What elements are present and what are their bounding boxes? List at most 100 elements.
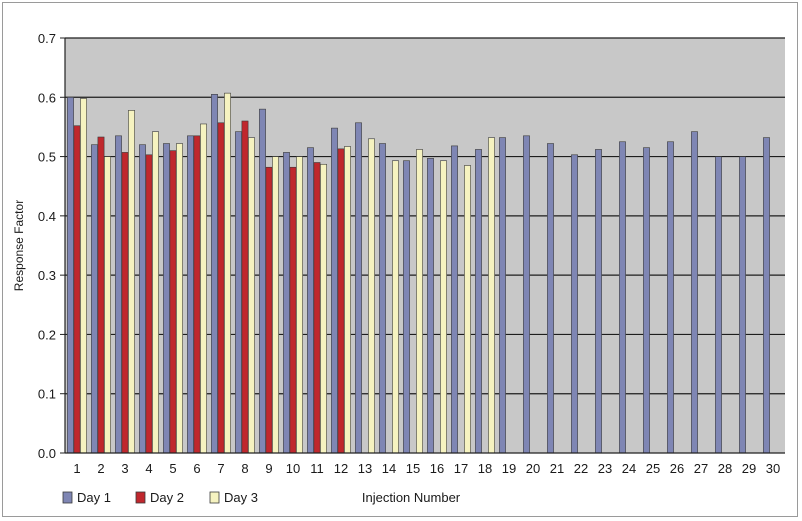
bar-day-2-11: [313, 162, 321, 454]
x-tick-label-19: 19: [502, 461, 516, 476]
x-tick-label-4: 4: [145, 461, 152, 476]
bar-day-3-11: [320, 163, 327, 454]
plot-area: [65, 38, 785, 453]
bar-day-2-8: [241, 120, 249, 454]
bar-day-1-29: [739, 156, 746, 454]
x-tick-label-26: 26: [670, 461, 684, 476]
legend-swatch-day-2: [135, 491, 146, 504]
x-tick-label-22: 22: [574, 461, 588, 476]
legend-label-day-3: Day 3: [224, 490, 258, 505]
bar-day-2-12: [337, 148, 345, 454]
bar-day-1-4: [139, 144, 146, 454]
x-tick-label-11: 11: [310, 461, 324, 476]
y-tick-labels: 0.0 0.1 0.2 0.3 0.4 0.5 0.6 0.7: [38, 31, 65, 461]
bar-day-3-3: [128, 110, 135, 454]
bar-day-3-2: [104, 156, 111, 454]
bar-day-3-5: [176, 143, 183, 454]
y-tick-label-0.5: 0.5: [38, 150, 56, 165]
y-tick-label-0.2: 0.2: [38, 327, 56, 342]
x-tick-label-28: 28: [718, 461, 732, 476]
y-tick-label-0.3: 0.3: [38, 268, 56, 283]
x-tick-label-1: 1: [73, 461, 80, 476]
bar-day-3-13: [368, 138, 375, 454]
bar-day-3-16: [440, 160, 447, 454]
bar-day-1-5: [163, 143, 170, 454]
x-tick-labels: 1 2 3 4 5 6 7 8 9 10 11 12 13 14 15 16 17 18 19 20 21 22 23 24 2…: [73, 461, 780, 476]
y-tick-label-0.6: 0.6: [38, 90, 56, 105]
y-tick-label-0.1: 0.1: [38, 387, 56, 402]
bar-day-3-17: [464, 165, 471, 454]
x-tick-label-3: 3: [121, 461, 128, 476]
bar-day-1-8: [235, 131, 242, 454]
x-tick-label-8: 8: [241, 461, 248, 476]
legend-label-day-1: Day 1: [77, 490, 111, 505]
bar-day-1-28: [715, 156, 722, 454]
bar-day-2-5: [169, 150, 177, 454]
bar-day-1-2: [91, 144, 98, 454]
bar-day-1-12: [331, 127, 338, 454]
bar-day-1-24: [619, 141, 626, 454]
legend-label-day-2: Day 2: [150, 490, 184, 505]
bar-day-2-1: [73, 125, 81, 454]
bar-day-1-16: [427, 158, 434, 454]
bar-day-1-21: [547, 143, 554, 454]
bar-day-2-3: [121, 152, 129, 454]
x-tick-label-27: 27: [694, 461, 708, 476]
x-tick-label-5: 5: [169, 461, 176, 476]
bar-day-1-3: [115, 135, 122, 454]
y-tick-label-0.0: 0.0: [38, 446, 56, 461]
bar-day-2-9: [265, 166, 273, 454]
bar-day-1-11: [307, 147, 314, 454]
x-tick-label-23: 23: [598, 461, 612, 476]
bar-day-1-17: [451, 145, 458, 454]
bar-day-2-10: [289, 166, 297, 454]
legend: Day 1 Day 2 Day 3: [62, 490, 258, 505]
bar-day-3-15: [416, 149, 423, 454]
bar-day-1-6: [187, 135, 194, 454]
bar-day-1-9: [259, 108, 266, 454]
bar-day-1-18: [475, 149, 482, 454]
bar-day-2-4: [145, 154, 153, 454]
bar-day-1-25: [643, 147, 650, 454]
bar-day-1-22: [571, 154, 578, 454]
bars: [67, 92, 770, 454]
bar-day-1-20: [523, 135, 530, 454]
y-axis-title: Response Factor: [12, 200, 26, 291]
x-tick-label-21: 21: [550, 461, 564, 476]
bar-day-3-7: [224, 92, 231, 454]
gridlines: [65, 37, 785, 395]
bar-day-1-1: [67, 96, 74, 454]
bar-day-1-13: [355, 122, 362, 454]
bar-chart: 0.00.10.20.30.40.50.60.7 1 2 3 4 5 6 7 8 9 10 11 12…: [12, 31, 785, 505]
x-axis-title: Injection Number: [362, 490, 461, 505]
bar-day-2-2: [97, 136, 105, 454]
x-tick-label-13: 13: [358, 461, 372, 476]
x-tick-label-16: 16: [430, 461, 444, 476]
bar-day-3-10: [296, 156, 303, 454]
x-tick-label-10: 10: [286, 461, 300, 476]
bar-day-2-6: [193, 135, 201, 454]
x-tick-label-17: 17: [454, 461, 468, 476]
x-tick-label-6: 6: [193, 461, 200, 476]
bar-day-3-12: [344, 146, 351, 454]
x-tick-label-29: 29: [742, 461, 756, 476]
bar-day-1-30: [763, 137, 770, 454]
bar-day-1-27: [691, 131, 698, 454]
x-tick-label-7: 7: [217, 461, 224, 476]
bar-day-3-9: [272, 156, 279, 454]
bar-day-3-8: [248, 137, 255, 454]
bar-day-1-23: [595, 149, 602, 454]
bar-day-1-10: [283, 152, 290, 454]
x-tick-label-14: 14: [382, 461, 396, 476]
bar-day-1-15: [403, 160, 410, 454]
x-tick-label-20: 20: [526, 461, 540, 476]
x-tick-label-2: 2: [97, 461, 104, 476]
bar-day-1-14: [379, 143, 386, 454]
x-tick-label-9: 9: [265, 461, 272, 476]
bar-day-3-1: [80, 98, 87, 454]
x-tick-label-24: 24: [622, 461, 636, 476]
x-tick-label-18: 18: [478, 461, 492, 476]
bar-day-1-26: [667, 141, 674, 454]
bar-day-3-4: [152, 131, 159, 454]
